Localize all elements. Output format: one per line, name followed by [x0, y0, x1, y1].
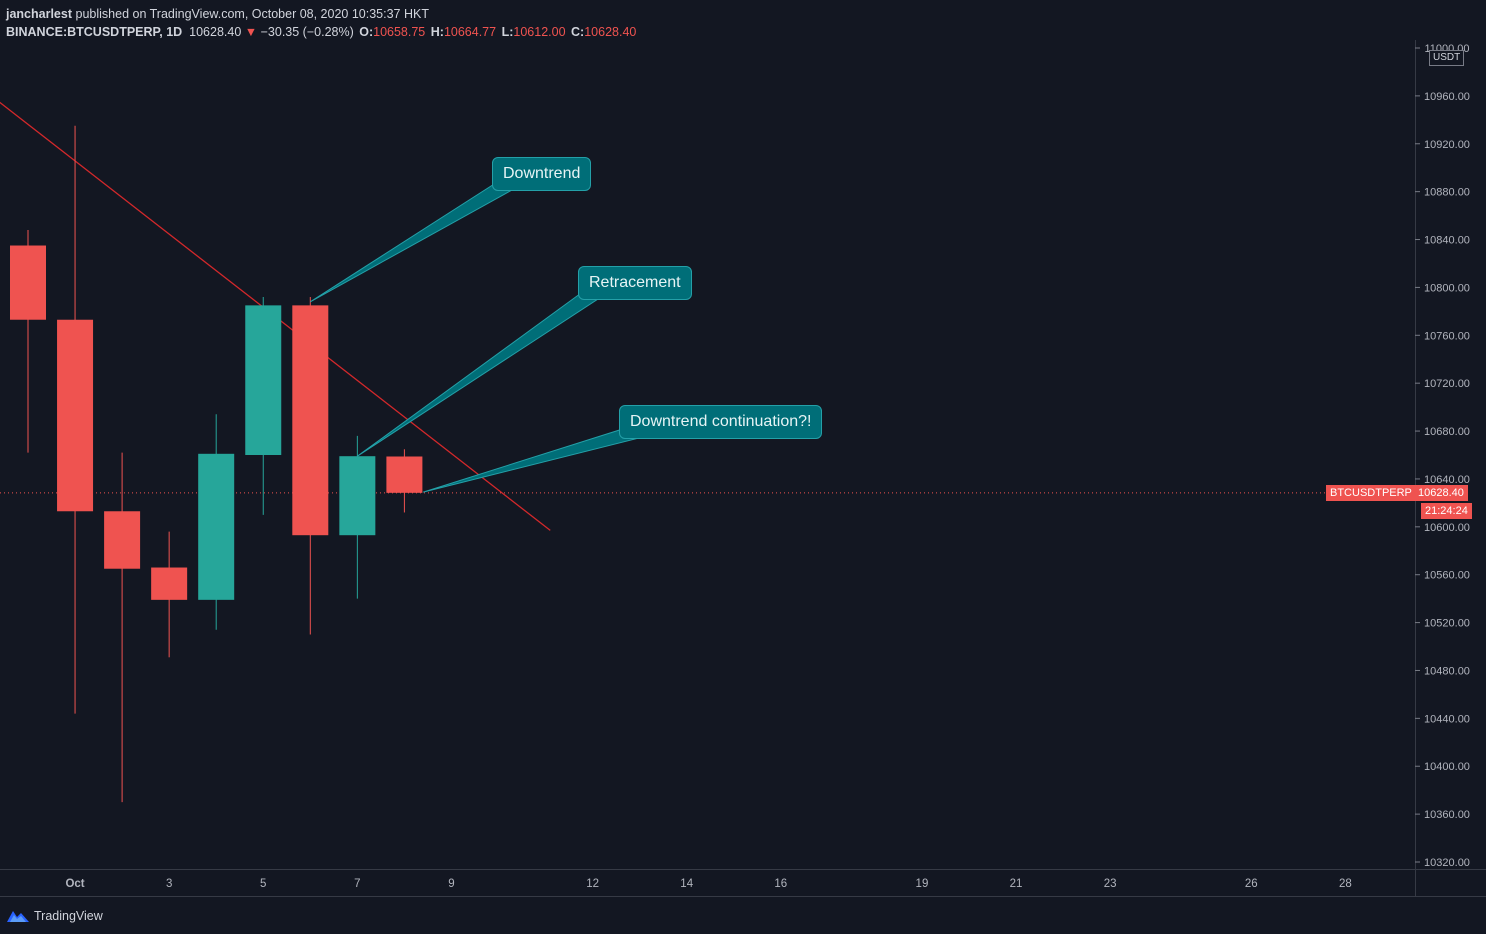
price-change: −30.35 (−0.28%) [260, 25, 354, 39]
time-tick-label: 28 [1339, 878, 1352, 890]
callout-pointer [423, 426, 640, 493]
price-tick-label: 10800.00 [1424, 282, 1470, 294]
price-tick-label: 10560.00 [1424, 570, 1470, 582]
candle-2020-10-07[interactable] [339, 435, 376, 599]
candles [10, 125, 423, 803]
candle-2020-10-02[interactable] [104, 452, 141, 803]
last-price-symbol: BTCUSDTPERP [1330, 486, 1412, 499]
price-tick-label: 10600.00 [1424, 522, 1470, 534]
callout-retracement[interactable]: Retracement [578, 266, 692, 300]
candle-body [198, 453, 235, 600]
high-label: H: [430, 25, 444, 39]
time-tick-label: 3 [166, 878, 172, 890]
ohlc-line: BINANCE:BTCUSDTPERP, 1D 10628.40 ▼ −30.3… [6, 23, 636, 41]
candle-2020-10-08[interactable] [386, 449, 423, 513]
price-tick-label: 10840.00 [1424, 235, 1470, 247]
last-price-label[interactable]: BTCUSDTPERP 10628.40 [1326, 484, 1468, 501]
time-axis: Oct 3 5 7 9 12 14 16 19 21 23 26 28 [65, 878, 1351, 890]
price-tick-label: 10520.00 [1424, 618, 1470, 630]
price-tick-label: 10640.00 [1424, 474, 1470, 486]
close-value: 10628.40 [584, 25, 637, 39]
close-label: C: [571, 25, 585, 39]
candle-body [292, 305, 329, 536]
price-tick-label: 10920.00 [1424, 139, 1470, 151]
time-tick-label: 7 [354, 878, 360, 890]
last-price-value: 10628.40 [1418, 486, 1464, 499]
time-tick-label: 23 [1104, 878, 1117, 890]
open-label: O: [359, 25, 374, 39]
candle-body [151, 567, 188, 600]
price-tick-label: 10680.00 [1424, 426, 1470, 438]
chart-header: jancharlest published on TradingView.com… [6, 5, 636, 41]
price-tick-label: 10440.00 [1424, 713, 1470, 725]
callout-pointer [357, 287, 599, 457]
candle-body [104, 511, 141, 569]
callout-pointers [310, 178, 640, 493]
candle-body [245, 305, 282, 455]
published-text: published on TradingView.com, October 08… [75, 7, 429, 21]
time-tick-label: 14 [680, 878, 693, 890]
callout-downtrend-continuation[interactable]: Downtrend continuation?! [619, 405, 823, 439]
callout-pointer [310, 178, 513, 303]
publish-line: jancharlest published on TradingView.com… [6, 5, 636, 23]
candle-2020-09-30[interactable] [10, 229, 46, 453]
candle-2020-10-04[interactable] [198, 414, 235, 630]
unit-label[interactable]: USDT [1429, 50, 1465, 66]
candle-body [386, 456, 423, 493]
price-tick-label: 10760.00 [1424, 330, 1470, 342]
price-tick-label: 10320.00 [1424, 857, 1470, 869]
price-tick-label: 10400.00 [1424, 761, 1470, 773]
time-tick-label: Oct [65, 878, 84, 890]
candle-2020-10-01[interactable] [57, 125, 94, 714]
time-tick-label: 16 [774, 878, 787, 890]
high-value: 10664.77 [443, 25, 497, 39]
bar-countdown-label: 21:24:24 [1421, 502, 1472, 519]
price-tick-label: 10480.00 [1424, 665, 1470, 677]
change-arrow-icon: ▼ [244, 25, 258, 39]
candle-2020-10-03[interactable] [151, 531, 188, 658]
trendline[interactable] [0, 73, 551, 531]
symbol-label[interactable]: BINANCE:BTCUSDTPERP, 1D [6, 25, 183, 39]
author-name[interactable]: jancharlest [6, 7, 73, 21]
low-value: 10612.00 [513, 25, 566, 39]
price-tick-label: 10880.00 [1424, 187, 1470, 199]
tradingview-logo-icon [7, 911, 29, 922]
time-tick-label: 9 [448, 878, 454, 890]
price-tick-label: 10720.00 [1424, 378, 1470, 390]
candle-2020-10-05[interactable] [245, 296, 282, 515]
callout-downtrend[interactable]: Downtrend [492, 157, 592, 191]
time-tick-label: 21 [1010, 878, 1023, 890]
candle-body [57, 319, 94, 512]
time-tick-label: 5 [260, 878, 266, 890]
candle-body [10, 245, 46, 320]
footer-brand[interactable]: TradingView [6, 906, 103, 926]
time-tick-label: 26 [1245, 878, 1258, 890]
time-tick-label: 12 [586, 878, 599, 890]
price-axis-area[interactable] [1415, 40, 1486, 870]
open-value: 10658.75 [373, 25, 426, 39]
time-tick-label: 19 [916, 878, 929, 890]
low-label: L: [501, 25, 514, 39]
candle-2020-10-06[interactable] [292, 296, 329, 635]
candle-body [339, 456, 376, 536]
price-tick-label: 10360.00 [1424, 809, 1470, 821]
footer-brand-label: TradingView [34, 909, 103, 923]
price-tick-label: 10960.00 [1424, 91, 1470, 103]
last-price: 10628.40 [189, 25, 242, 39]
